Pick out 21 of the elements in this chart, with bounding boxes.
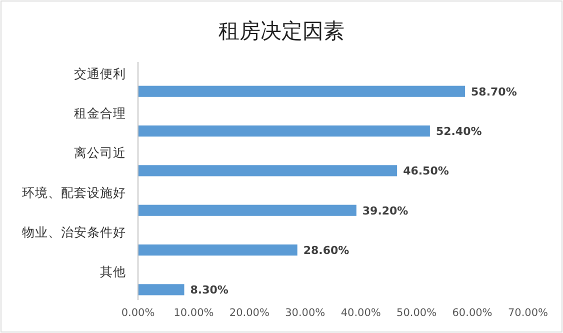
x-tick-label: 60.00%: [452, 307, 492, 319]
y-tick-label: 物业、治安条件好: [22, 224, 126, 240]
x-tick-label: 50.00%: [396, 307, 437, 319]
x-tick-label: 0.00%: [121, 307, 155, 319]
x-tick-label: 20.00%: [229, 307, 270, 319]
y-tick-label: 其他: [100, 264, 126, 280]
data-label: 52.40%: [436, 125, 482, 138]
x-tick-label: 10.00%: [174, 307, 214, 319]
x-tick-label: 30.00%: [285, 307, 326, 319]
y-tick-label: 离公司近: [74, 145, 126, 160]
y-tick-label: 租金合理: [74, 106, 126, 121]
y-tick-label: 交通便利: [74, 66, 126, 81]
data-label: 8.30%: [190, 284, 228, 297]
data-label: 46.50%: [403, 164, 449, 178]
x-tick-label: 70.00%: [508, 307, 548, 319]
data-label: 28.60%: [303, 244, 350, 258]
x-tick-label: 40.00%: [340, 307, 381, 319]
data-label: 39.20%: [362, 204, 408, 218]
y-tick-label: 环境、配套设施好: [22, 184, 126, 200]
data-label: 58.70%: [471, 85, 517, 98]
chart-title: 租房决定因素: [218, 19, 344, 43]
